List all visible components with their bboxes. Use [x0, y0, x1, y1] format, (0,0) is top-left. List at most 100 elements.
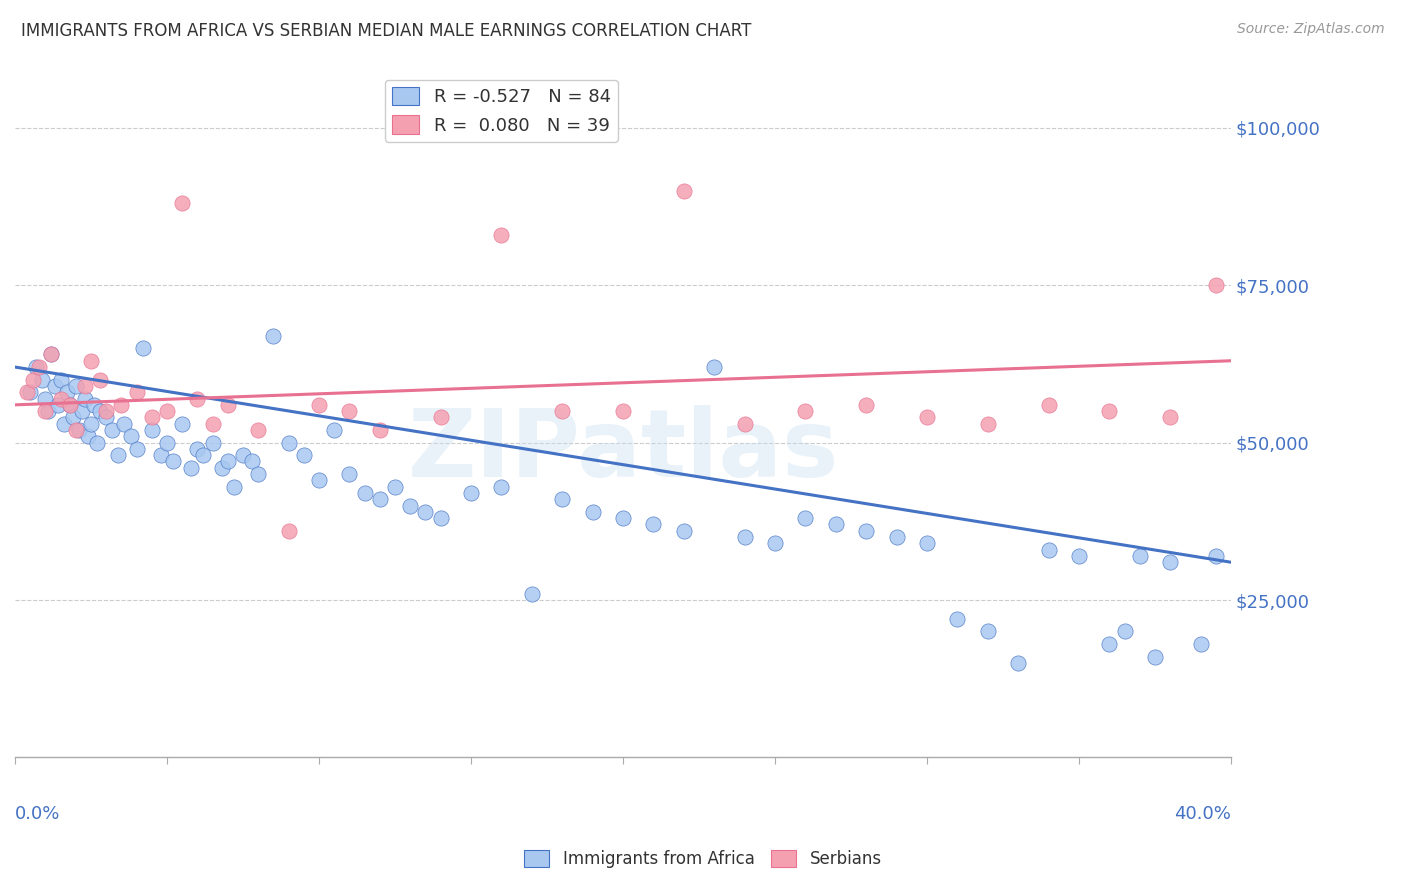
Point: [915, 536, 938, 550]
Point: [186, 392, 208, 406]
Point: [1143, 649, 1166, 664]
Point: [551, 404, 574, 418]
Point: [337, 404, 360, 418]
Point: [41, 347, 63, 361]
Point: [429, 511, 451, 525]
Point: [34, 404, 56, 418]
Point: [308, 398, 330, 412]
Point: [337, 467, 360, 481]
Point: [1098, 637, 1121, 651]
Point: [131, 341, 153, 355]
Point: [156, 435, 179, 450]
Point: [353, 486, 375, 500]
Point: [1038, 542, 1060, 557]
Point: [217, 454, 239, 468]
Point: [1159, 555, 1181, 569]
Point: [491, 480, 513, 494]
Point: [96, 404, 118, 418]
Point: [734, 530, 756, 544]
Point: [612, 511, 634, 525]
Text: 40.0%: 40.0%: [1174, 805, 1232, 823]
Point: [240, 454, 263, 468]
Point: [855, 524, 877, 538]
Text: 0.0%: 0.0%: [15, 805, 60, 823]
Point: [114, 417, 136, 431]
Point: [855, 398, 877, 412]
Point: [1159, 410, 1181, 425]
Point: [101, 423, 124, 437]
Point: [25, 359, 48, 374]
Point: [41, 347, 63, 361]
Point: [520, 587, 543, 601]
Point: [31, 373, 53, 387]
Point: [672, 184, 695, 198]
Point: [1189, 637, 1212, 651]
Point: [156, 404, 179, 418]
Point: [915, 410, 938, 425]
Point: [551, 492, 574, 507]
Point: [49, 392, 72, 406]
Point: [52, 417, 75, 431]
Point: [107, 448, 129, 462]
Point: [96, 410, 118, 425]
Point: [1067, 549, 1090, 563]
Point: [581, 505, 603, 519]
Point: [292, 448, 315, 462]
Point: [429, 410, 451, 425]
Point: [211, 460, 233, 475]
Point: [734, 417, 756, 431]
Point: [1098, 404, 1121, 418]
Point: [399, 499, 422, 513]
Point: [247, 423, 270, 437]
Point: [1205, 278, 1227, 293]
Point: [110, 398, 132, 412]
Point: [763, 536, 786, 550]
Point: [491, 227, 513, 242]
Point: [77, 429, 100, 443]
Point: [49, 373, 72, 387]
Text: IMMIGRANTS FROM AFRICA VS SERBIAN MEDIAN MALE EARNINGS CORRELATION CHART: IMMIGRANTS FROM AFRICA VS SERBIAN MEDIAN…: [21, 22, 751, 40]
Point: [217, 398, 239, 412]
Point: [141, 410, 163, 425]
Point: [46, 398, 69, 412]
Point: [86, 435, 108, 450]
Point: [186, 442, 208, 456]
Point: [70, 404, 93, 418]
Point: [55, 385, 77, 400]
Point: [415, 505, 437, 519]
Point: [1129, 549, 1152, 563]
Point: [222, 480, 245, 494]
Point: [80, 353, 103, 368]
Point: [34, 392, 56, 406]
Point: [368, 423, 391, 437]
Point: [120, 429, 142, 443]
Point: [125, 385, 148, 400]
Point: [65, 423, 87, 437]
Point: [149, 448, 172, 462]
Point: [180, 460, 202, 475]
Point: [22, 373, 45, 387]
Point: [946, 612, 969, 626]
Point: [28, 359, 51, 374]
Point: [162, 454, 184, 468]
Point: [824, 517, 846, 532]
Point: [59, 398, 82, 412]
Point: [384, 480, 406, 494]
Point: [67, 423, 90, 437]
Point: [15, 385, 38, 400]
Point: [368, 492, 391, 507]
Point: [18, 385, 41, 400]
Point: [89, 373, 111, 387]
Point: [73, 392, 96, 406]
Point: [44, 379, 66, 393]
Point: [643, 517, 665, 532]
Point: [172, 417, 194, 431]
Text: ZIPatlas: ZIPatlas: [408, 406, 838, 498]
Point: [1205, 549, 1227, 563]
Point: [977, 624, 1000, 639]
Point: [83, 398, 105, 412]
Point: [201, 435, 224, 450]
Point: [262, 328, 284, 343]
Point: [193, 448, 215, 462]
Point: [886, 530, 908, 544]
